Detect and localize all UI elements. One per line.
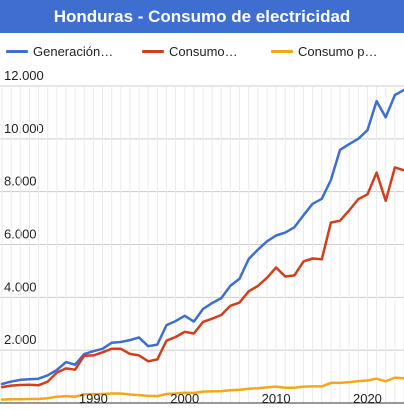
y-tick-label: 12.000 [4, 68, 44, 83]
legend-item-consumo[interactable]: Consumo… [142, 43, 238, 59]
legend-swatch-generacion [6, 49, 28, 53]
x-tick-label: 2000 [170, 391, 199, 406]
chart-legend: Generación… Consumo… Consumo p… [0, 33, 404, 65]
series-line-consumo-per-capita [0, 376, 404, 401]
legend-label-generacion: Generación… [33, 43, 114, 59]
legend-swatch-consumo-per-capita [271, 49, 293, 53]
legend-label-consumo: Consumo… [169, 43, 238, 59]
x-tick-label: 2020 [353, 391, 382, 406]
y-tick-label: 10.000 [4, 121, 44, 136]
chart-title: Honduras - Consumo de electricidad [53, 6, 351, 26]
legend-item-generacion[interactable]: Generación… [6, 43, 113, 59]
series-line-generacion [0, 88, 404, 386]
x-tick-label: 1990 [79, 391, 108, 406]
legend-label-consumo-per-capita: Consumo p… [298, 43, 378, 59]
x-tick-label: 2010 [262, 391, 291, 406]
chart-title-bar: Honduras - Consumo de electricidad [0, 0, 404, 33]
legend-item-consumo-per-capita[interactable]: Consumo p… [271, 43, 377, 59]
legend-swatch-consumo [142, 49, 164, 53]
series-line-consumo [0, 166, 404, 389]
